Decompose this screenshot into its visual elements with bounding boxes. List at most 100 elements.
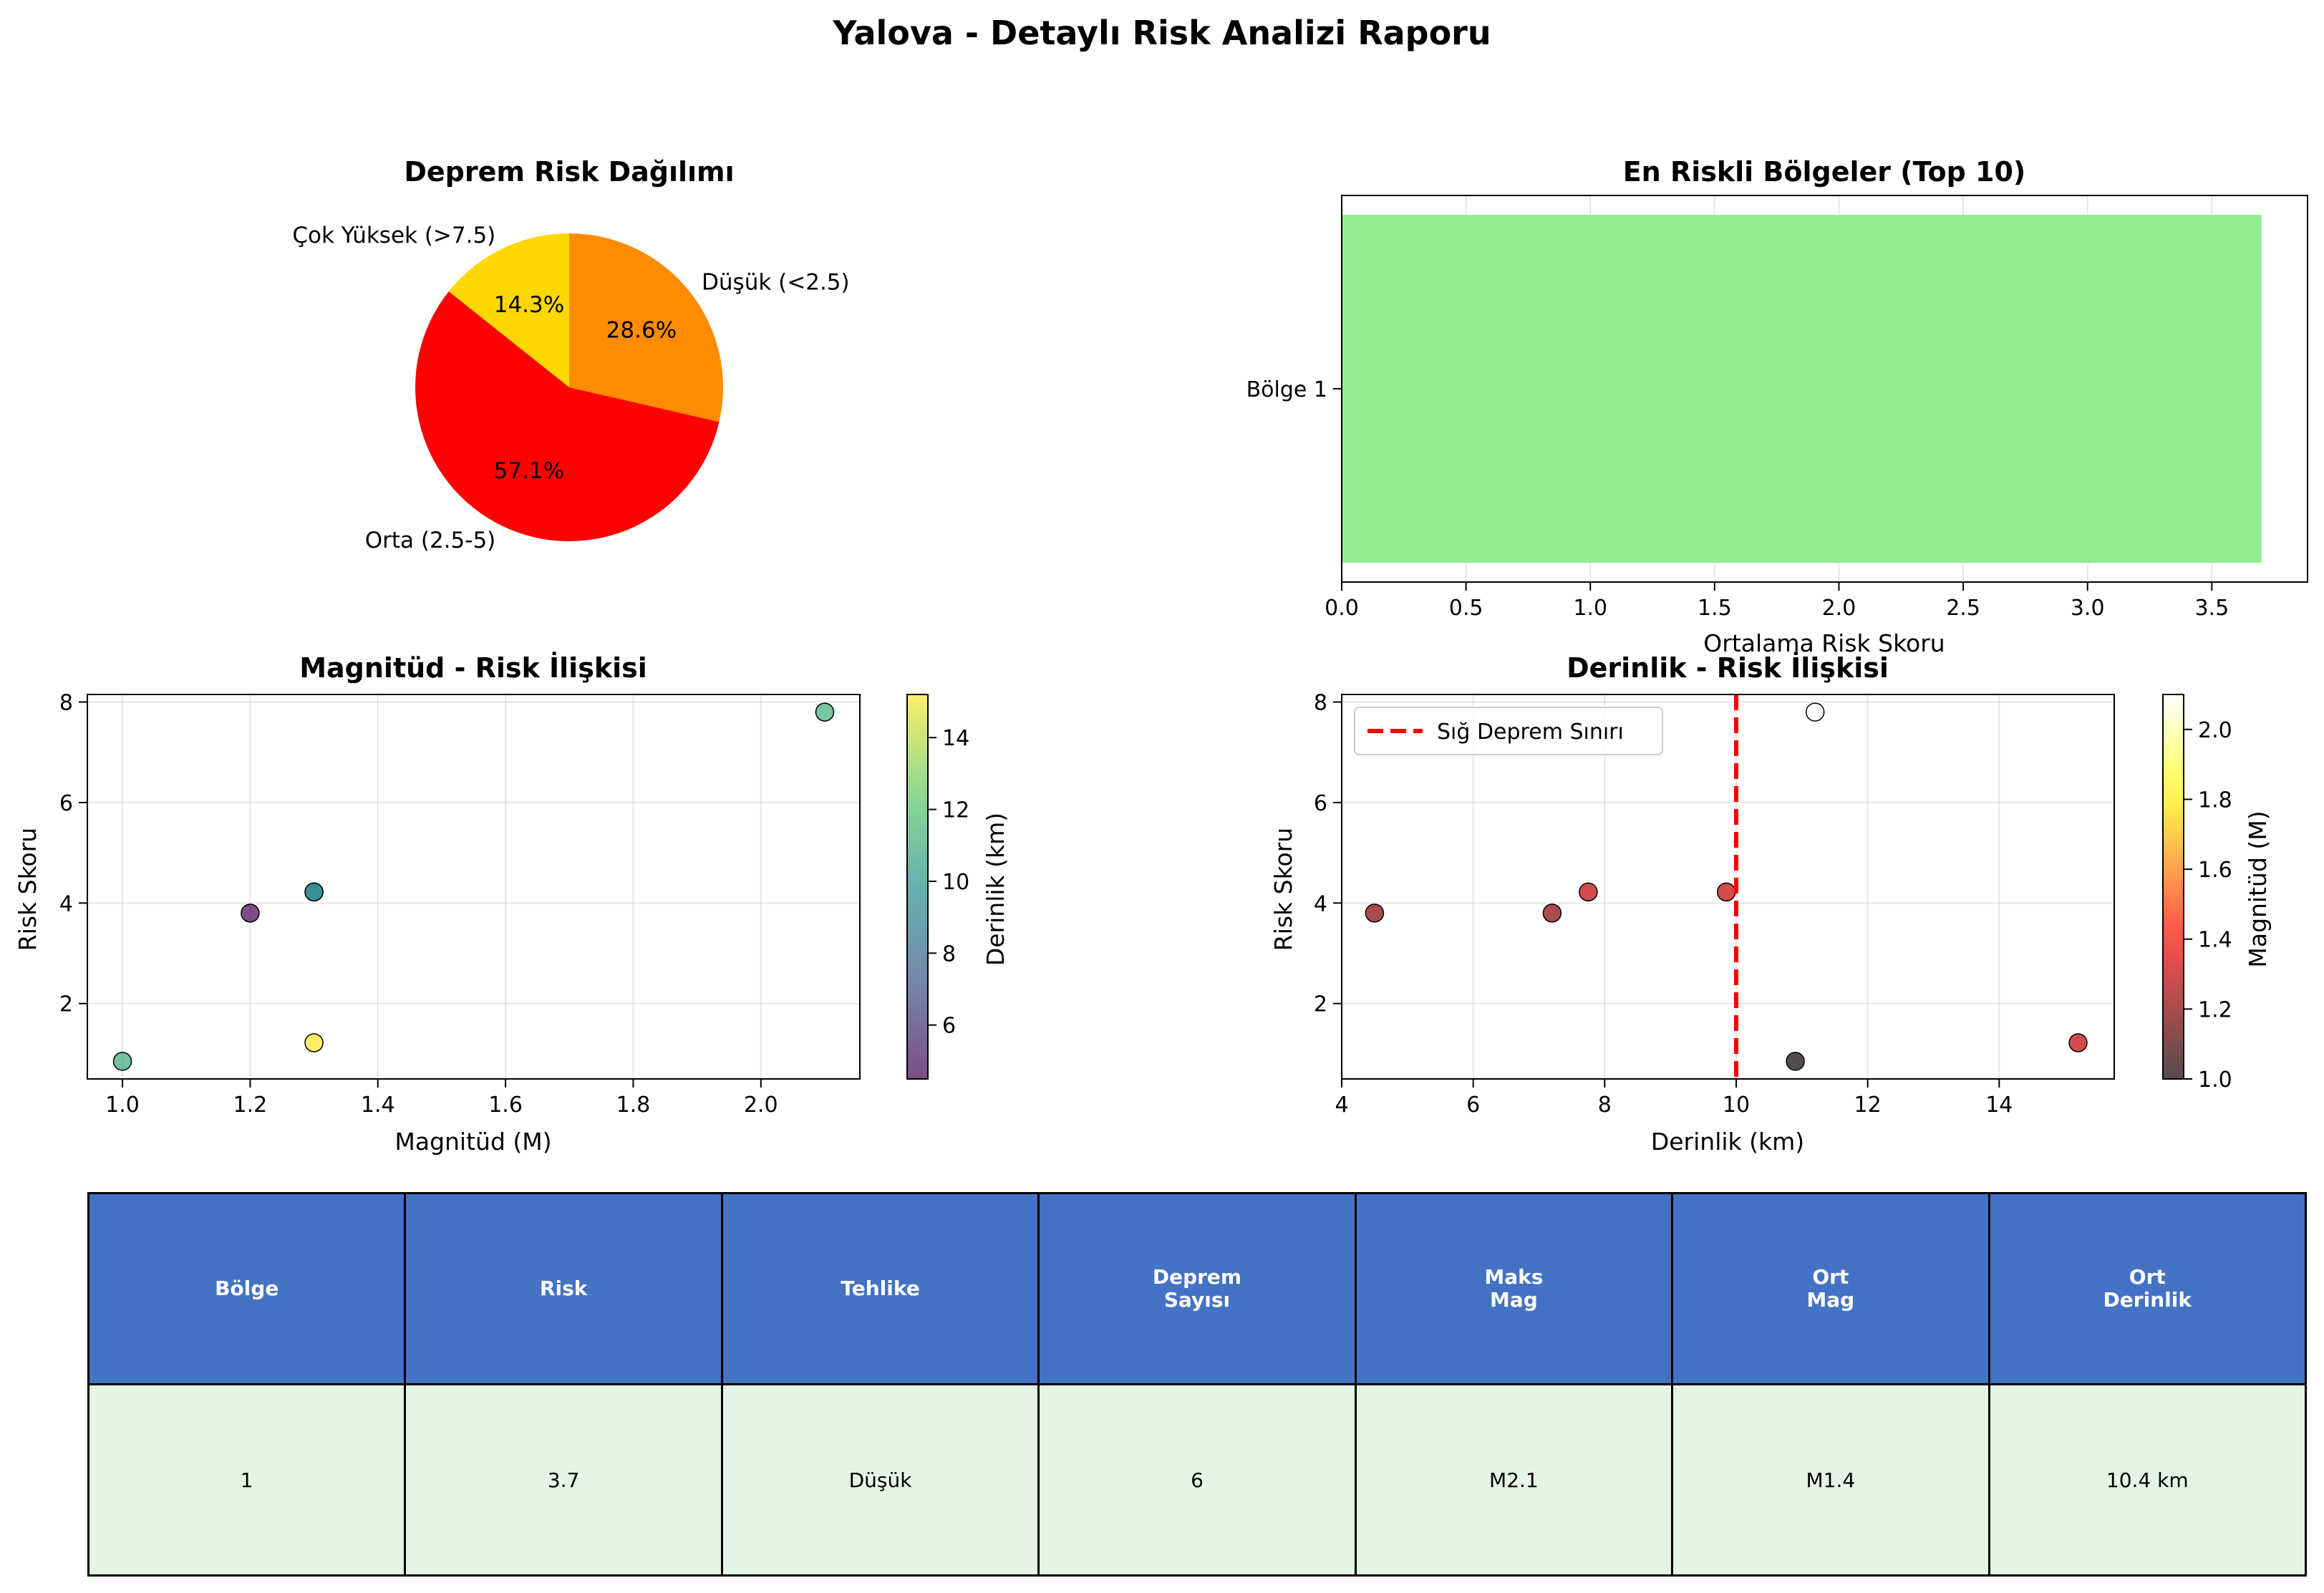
colorbar-tick-label: 2.0: [2198, 718, 2232, 743]
table-header-cell: Maks Mag: [1354, 1192, 1674, 1385]
y-tick-label: 6: [59, 791, 73, 816]
x-tick-label: 0.0: [1325, 596, 1359, 621]
bar-x-axis-label: Ortalama Risk Skoru: [1703, 629, 1945, 657]
colorbar-tick-label: 1.2: [2198, 997, 2232, 1022]
x-tick-label: 1.8: [616, 1093, 651, 1118]
table-header-cell: Risk: [404, 1192, 723, 1385]
colorbar: [2162, 694, 2184, 1080]
table-header-cell: Bölge: [87, 1192, 407, 1385]
x-tick-label: 1.6: [488, 1093, 523, 1118]
x-tick-label: 10: [1723, 1093, 1750, 1118]
y-tick-label: 2: [59, 992, 73, 1017]
scatter-point: [1365, 904, 1385, 923]
pie-slice: [569, 233, 723, 422]
table-header-cell: Ort Derinlik: [1987, 1192, 2308, 1385]
scatter-point: [1716, 882, 1736, 902]
depth-risk-scatter: Derinlik - Risk İlişkisi Sığ Deprem Sını…: [1269, 652, 2272, 1156]
x-tick-label: 3.0: [2071, 596, 2105, 621]
legend-box: [1354, 707, 1663, 755]
colorbar-tick-label: 1.8: [2198, 788, 2232, 813]
table-row: 1 3.7 Düşük 6 M2.1 M1.4 10.4 km: [87, 1383, 2308, 1577]
colorbar-tick-label: 6: [942, 1014, 956, 1039]
scatter1-y-axis-label: Risk Skoru: [14, 828, 42, 951]
plot-frame: [1341, 195, 2308, 583]
scatter-point: [241, 904, 260, 923]
pie-percent-label: 14.3%: [494, 292, 564, 318]
scatter-point: [304, 1033, 324, 1052]
y-tick-label: 6: [1314, 791, 1327, 816]
magnitude-risk-scatter: Magnitüd - Risk İlişkisi 1.0 1.2 1.4 1.6 1.8…: [14, 652, 1010, 1156]
scatter2-title: Derinlik - Risk İlişkisi: [1567, 652, 1889, 684]
x-tick-label: 1.5: [1698, 596, 1732, 621]
table-cell: M2.1: [1354, 1383, 1674, 1577]
pie-slice-label: Çok Yüksek (>7.5): [292, 223, 495, 248]
x-tick-label: 2.0: [1822, 596, 1856, 621]
top-regions-bar-chart: En Riskli Bölgeler (Top 10) Bölge 1 0.0 0.…: [1246, 156, 2308, 657]
table-cell: 10.4 km: [1987, 1383, 2308, 1577]
x-tick-label: 6: [1466, 1093, 1480, 1118]
y-tick-label: Bölge 1: [1246, 377, 1327, 402]
pie-slice: [415, 291, 720, 541]
x-tick-label: 8: [1598, 1093, 1612, 1118]
x-tick-label: 1.2: [233, 1093, 268, 1118]
plot-frame: [1341, 694, 2115, 1080]
legend-label: Sığ Deprem Sınırı: [1437, 720, 1624, 745]
pie-title: Deprem Risk Dağılımı: [404, 156, 734, 188]
x-tick-label: 12: [1854, 1093, 1882, 1118]
table-cell: Düşük: [720, 1383, 1040, 1577]
table-header-cell: Tehlike: [720, 1192, 1040, 1385]
table-cell: 1: [87, 1383, 407, 1577]
y-tick-label: 4: [1314, 891, 1327, 916]
scatter2-x-axis-label: Derinlik (km): [1651, 1128, 1804, 1156]
colorbar: [906, 694, 929, 1080]
scatter2-colorbar-label: Magnitüd (M): [2244, 810, 2272, 967]
pie-slice: [448, 233, 569, 387]
y-tick-label: 8: [59, 691, 73, 716]
x-tick-label: 1.4: [361, 1093, 395, 1118]
colorbar-tick-label: 1.0: [2198, 1067, 2232, 1093]
scatter-point: [815, 702, 835, 722]
x-tick-label: 1.0: [105, 1093, 140, 1118]
table-cell: 3.7: [404, 1383, 723, 1577]
bar-title: En Riskli Bölgeler (Top 10): [1623, 156, 2026, 188]
plot-frame: [87, 694, 861, 1080]
x-tick-label: 14: [1985, 1093, 2013, 1118]
pie-slice-label: Orta (2.5-5): [365, 528, 496, 553]
scatter-point: [1579, 882, 1598, 902]
colorbar-tick-label: 1.6: [2198, 858, 2232, 883]
pie-slice-label: Düşük (<2.5): [702, 270, 850, 296]
scatter-point: [112, 1052, 132, 1071]
colorbar-tick-label: 12: [942, 798, 969, 823]
y-tick-label: 8: [1314, 691, 1327, 716]
y-tick-label: 2: [1314, 992, 1327, 1017]
colorbar-tick-label: 1.4: [2198, 928, 2232, 953]
figure-title: Yalova - Detaylı Risk Analizi Raporu: [832, 14, 1491, 52]
bar: [1342, 215, 2262, 563]
scatter-point: [2068, 1033, 2088, 1052]
scatter-point: [304, 882, 324, 902]
y-tick-label: 4: [59, 891, 73, 916]
table-header-cell: Deprem Sayısı: [1037, 1192, 1357, 1385]
colorbar-tick-label: 10: [942, 870, 969, 895]
x-tick-label: 3.5: [2194, 596, 2229, 621]
x-tick-label: 0.5: [1449, 596, 1483, 621]
pie-percent-label: 28.6%: [606, 318, 677, 344]
scatter-point: [1542, 904, 1562, 923]
risk-distribution-pie: Deprem Risk Dağılımı 14.3% Çok Yüksek (>7…: [292, 156, 849, 553]
table-cell: M1.4: [1671, 1383, 1990, 1577]
x-tick-label: 2.5: [1946, 596, 1980, 621]
pie-percent-label: 57.1%: [494, 458, 564, 484]
scatter1-x-axis-label: Magnitüd (M): [394, 1128, 551, 1156]
region-summary-table: Bölge Risk Tehlike Deprem Sayısı Maks Ma…: [87, 1192, 2308, 1577]
scatter-point: [1786, 1052, 1805, 1071]
colorbar-tick-label: 8: [942, 941, 956, 967]
table-header-row: Bölge Risk Tehlike Deprem Sayısı Maks Ma…: [87, 1192, 2308, 1385]
table-cell: 6: [1037, 1383, 1357, 1577]
colorbar-tick-label: 14: [942, 726, 969, 751]
scatter1-colorbar-label: Derinlik (km): [982, 813, 1010, 966]
scatter-point: [1805, 702, 1825, 722]
x-tick-label: 2.0: [744, 1093, 778, 1118]
x-tick-label: 1.0: [1573, 596, 1607, 621]
table-header-cell: Ort Mag: [1671, 1192, 1990, 1385]
